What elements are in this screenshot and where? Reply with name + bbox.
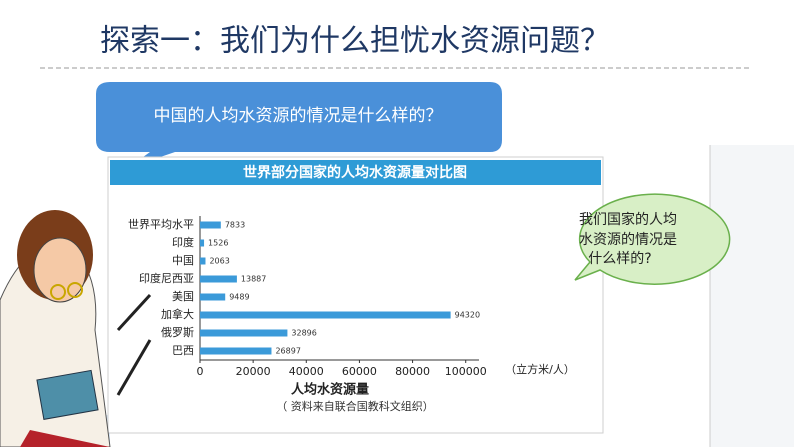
thought-line: 什么样的? (588, 251, 651, 267)
chart-title: 世界部分国家的人均水资源量对比图 (243, 164, 467, 181)
bar (200, 311, 451, 319)
y-tick-label: 美国 (172, 290, 194, 303)
y-tick-label: 加拿大 (161, 307, 194, 321)
chart-frame (107, 156, 604, 434)
bar (200, 293, 226, 301)
side-panel (710, 145, 794, 447)
bar (200, 221, 221, 229)
unit-label: （立方米/人） (505, 362, 575, 376)
y-tick-label: 中国 (172, 254, 194, 267)
thought-line: 我们国家的人均 (579, 211, 677, 228)
value-label: 32896 (291, 329, 316, 338)
x-tick-label: 60000 (342, 365, 377, 378)
y-tick-label: 俄罗斯 (161, 326, 194, 339)
bar (200, 257, 206, 265)
question-bubble (96, 82, 502, 168)
slide-title: 探索一：我们为什么担忧水资源问题？ (100, 24, 610, 59)
x-tick-label: 20000 (236, 365, 271, 378)
source-note: （ 资料来自联合国教科文组织） (276, 399, 434, 413)
y-tick-label: 印度尼西亚 (139, 271, 194, 285)
value-label: 2063 (209, 257, 229, 266)
bar (200, 347, 272, 355)
y-tick-label: 世界平均水平 (128, 218, 194, 231)
value-label: 9489 (229, 293, 249, 302)
thought-line: 水资源的情况是 (579, 232, 677, 248)
value-label: 94320 (455, 311, 480, 320)
x-axis-label: 人均水资源量 (291, 382, 369, 398)
bar (200, 329, 288, 337)
question-text: 中国的人均水资源的情况是什么样的？ (154, 106, 443, 126)
x-tick-label: 0 (197, 365, 204, 378)
thought-bubble (574, 193, 731, 285)
bar (200, 275, 237, 283)
value-label: 13887 (241, 275, 266, 284)
teacher (0, 210, 152, 447)
value-label: 26897 (275, 347, 300, 356)
value-label: 1526 (208, 239, 228, 248)
y-tick-label: 巴西 (172, 344, 194, 357)
chart-header (110, 160, 601, 185)
y-tick-label: 印度 (172, 235, 194, 249)
bar (200, 239, 205, 247)
x-tick-label: 100000 (445, 365, 487, 378)
x-tick-label: 40000 (289, 365, 324, 378)
value-label: 7833 (225, 221, 245, 230)
x-tick-label: 80000 (395, 365, 430, 378)
